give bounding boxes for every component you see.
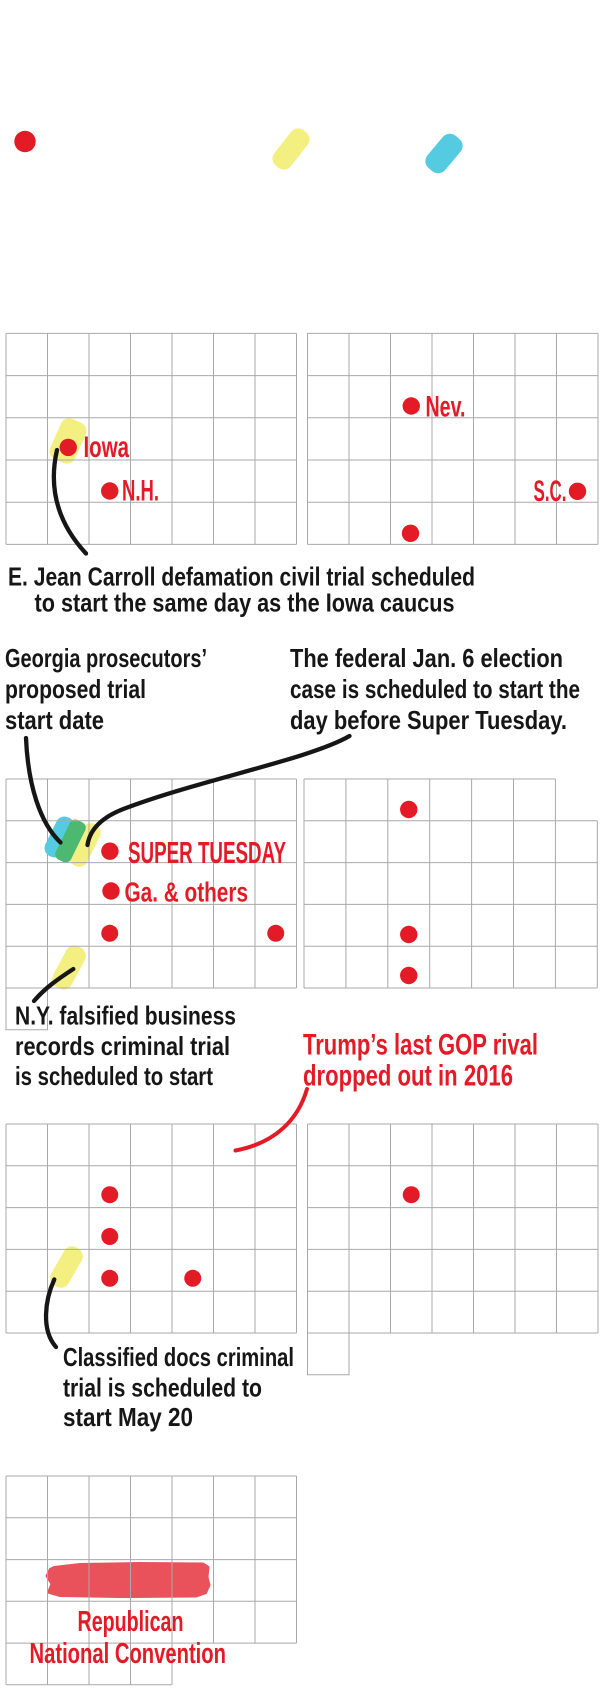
svg-text:National Convention: National Convention	[30, 1638, 227, 1670]
svg-text:Georgia prosecutors’: Georgia prosecutors’	[5, 643, 207, 673]
svg-text:day before Super Tuesday.: day before Super Tuesday.	[290, 705, 567, 735]
svg-text:Classified docs criminal: Classified docs criminal	[63, 1342, 294, 1372]
svg-text:start date: start date	[5, 705, 104, 735]
svg-text:S.C.: S.C.	[534, 475, 567, 508]
svg-text:records criminal trial: records criminal trial	[15, 1031, 230, 1061]
svg-text:Ga. & others: Ga. & others	[125, 877, 249, 908]
svg-text:Republican: Republican	[78, 1606, 184, 1638]
svg-text:dropped out in 2016: dropped out in 2016	[303, 1060, 513, 1093]
svg-text:proposed trial: proposed trial	[5, 674, 146, 704]
svg-text:SUPER TUESDAY: SUPER TUESDAY	[128, 835, 286, 870]
svg-text:N.Y. falsified business: N.Y. falsified business	[15, 1001, 236, 1031]
svg-text:is scheduled to start: is scheduled to start	[15, 1061, 213, 1091]
svg-text:Nev.: Nev.	[426, 391, 466, 424]
svg-text:to start the same day as the I: to start the same day as the Iowa caucus	[35, 588, 455, 618]
svg-text:E. Jean Carroll defamation civ: E. Jean Carroll defamation civil trial s…	[8, 562, 475, 592]
svg-text:The federal Jan. 6 election: The federal Jan. 6 election	[290, 643, 563, 673]
svg-text:start May 20: start May 20	[63, 1402, 193, 1432]
svg-text:Iowa: Iowa	[84, 431, 130, 464]
svg-text:Trump’s last GOP rival: Trump’s last GOP rival	[303, 1029, 538, 1062]
svg-text:trial is scheduled to: trial is scheduled to	[63, 1373, 262, 1403]
svg-text:N.H.: N.H.	[122, 475, 159, 508]
svg-text:case is scheduled to start the: case is scheduled to start the	[290, 674, 580, 704]
